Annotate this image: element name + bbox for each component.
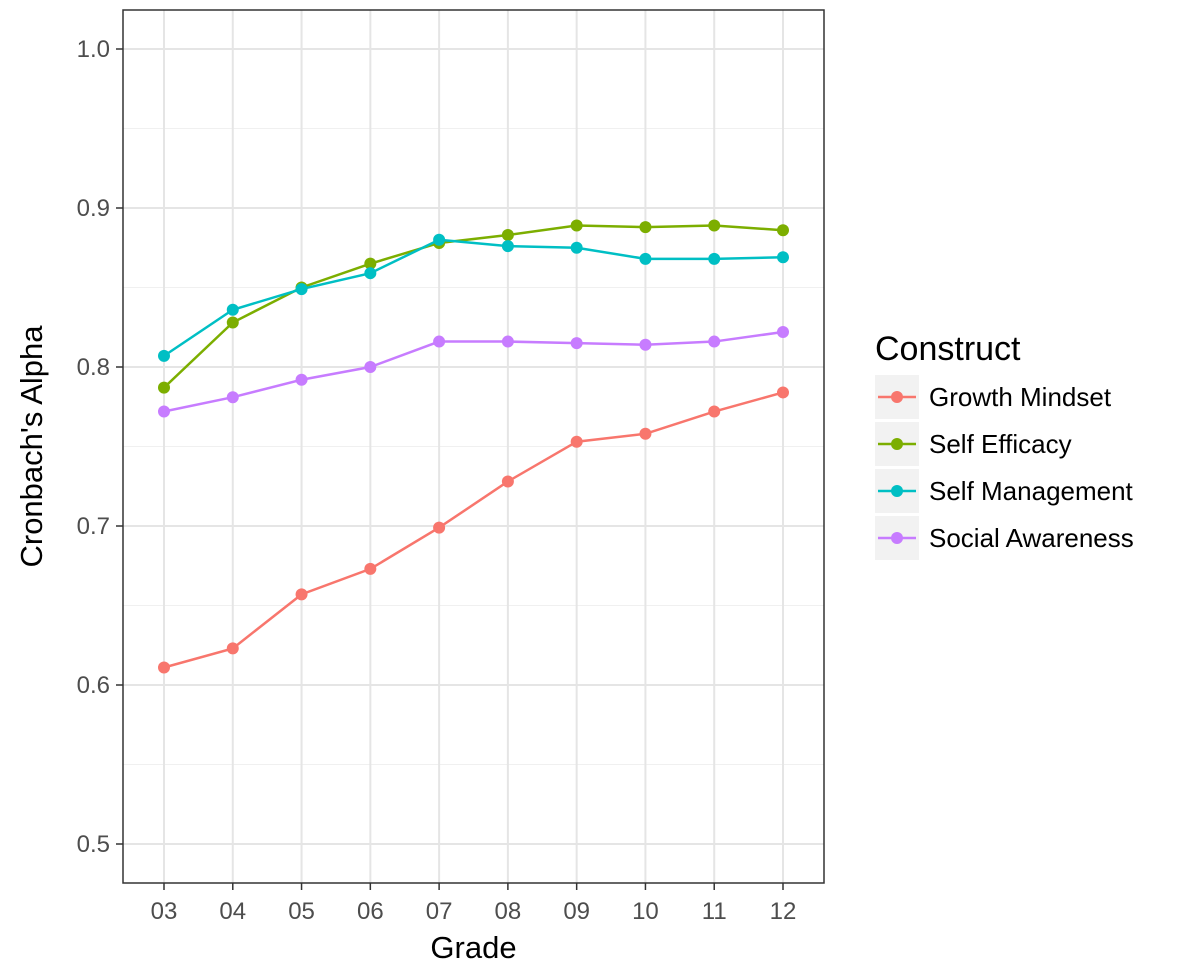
data-point <box>777 326 789 339</box>
x-tick-label: 07 <box>426 898 453 925</box>
data-point <box>364 267 377 280</box>
y-tick-label: 1.0 <box>77 36 110 63</box>
data-point <box>639 252 652 265</box>
x-tick-label: 06 <box>357 898 384 925</box>
data-point <box>433 521 446 534</box>
x-tick-label: 04 <box>219 898 246 925</box>
data-point <box>708 252 721 265</box>
y-tick-label: 0.6 <box>77 672 110 699</box>
series-growth-mindset <box>158 386 789 674</box>
data-point <box>501 240 514 253</box>
data-point <box>777 386 789 399</box>
data-point <box>570 241 583 254</box>
series-self-management <box>158 233 789 362</box>
legend-label: Social Awareness <box>929 523 1134 553</box>
plot-panel-border <box>122 9 825 884</box>
series-line <box>163 391 784 669</box>
data-point <box>295 588 308 601</box>
x-axis-title: Grade <box>430 930 516 965</box>
data-point <box>570 219 583 232</box>
x-tick-label: 12 <box>770 898 797 925</box>
legend-key-point <box>891 391 903 403</box>
legend-item: Social Awareness <box>875 516 1134 560</box>
data-point <box>295 283 308 296</box>
data-point <box>501 475 514 488</box>
series-social-awareness <box>158 326 789 418</box>
x-tick-label: 10 <box>632 898 659 925</box>
legend-item: Self Management <box>875 469 1134 513</box>
y-tick-label: 0.9 <box>77 195 110 222</box>
x-tick-label: 05 <box>288 898 315 925</box>
legend-title: Construct <box>875 330 1021 368</box>
data-point <box>364 361 377 373</box>
data-point <box>708 335 721 348</box>
data-point <box>570 435 583 448</box>
data-point <box>158 381 170 394</box>
legend-label: Growth Mindset <box>929 382 1112 412</box>
legend: Construct Growth Mindset Self Efficacy Sel… <box>875 330 1134 560</box>
series-line <box>163 224 784 389</box>
x-tick-label: 09 <box>563 898 590 925</box>
data-point <box>226 391 239 404</box>
series-line <box>163 330 784 413</box>
legend-item: Growth Mindset <box>875 375 1112 419</box>
y-axis: 0.5 0.6 0.7 0.8 0.9 1.0 <box>77 36 123 858</box>
data-point <box>639 221 652 234</box>
y-tick-label: 0.7 <box>77 513 110 540</box>
data-point <box>364 562 377 575</box>
legend-label: Self Efficacy <box>929 429 1072 459</box>
x-tick-label: 08 <box>495 898 522 925</box>
legend-key-point <box>891 485 903 497</box>
data-point <box>226 642 239 655</box>
data-point <box>433 335 446 348</box>
data-point <box>433 233 446 246</box>
data-point <box>639 427 652 440</box>
data-point <box>158 661 170 674</box>
x-tick-label: 03 <box>151 898 178 925</box>
data-point <box>158 405 170 418</box>
y-tick-label: 0.8 <box>77 354 110 381</box>
data-point <box>501 335 514 348</box>
x-axis: 03 04 05 06 07 08 09 10 11 12 <box>151 883 797 925</box>
legend-key-point <box>891 438 903 450</box>
data-point <box>501 229 514 242</box>
data-point <box>639 338 652 351</box>
legend-label: Self Management <box>929 476 1134 506</box>
data-point <box>708 405 721 418</box>
legend-key-point <box>891 532 903 544</box>
data-point <box>364 257 377 270</box>
data-point <box>777 224 789 237</box>
legend-item: Self Efficacy <box>875 422 1072 466</box>
y-axis-title: Cronbach's Alpha <box>14 325 49 568</box>
y-tick-label: 0.5 <box>77 831 110 858</box>
data-point <box>708 219 721 232</box>
series-line <box>163 238 784 357</box>
data-point <box>295 373 308 386</box>
data-point <box>158 349 170 362</box>
data-point <box>226 303 239 316</box>
x-tick-label: 11 <box>702 898 727 925</box>
data-point <box>777 251 789 264</box>
data-point <box>226 316 239 329</box>
data-point <box>570 337 583 350</box>
grid <box>123 10 824 883</box>
series-layer <box>158 219 789 674</box>
